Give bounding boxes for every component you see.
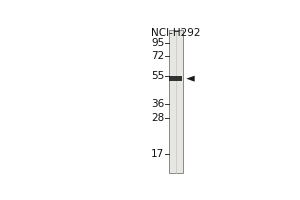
Text: 55: 55 [151,71,164,81]
Text: 36: 36 [151,99,164,109]
Bar [169,76,182,81]
Bar [169,30,183,173]
Text: 28: 28 [151,113,164,123]
Text: 95: 95 [151,38,164,48]
Text: NCI-H292: NCI-H292 [151,28,201,38]
Text: 17: 17 [151,149,164,159]
Text: 72: 72 [151,51,164,61]
Polygon shape [186,76,195,82]
